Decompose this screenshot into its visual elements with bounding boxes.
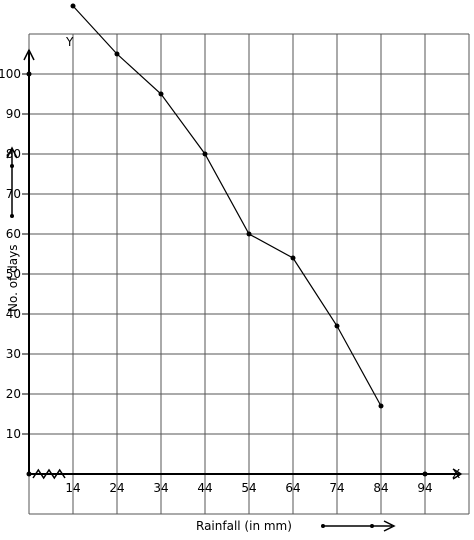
axes bbox=[23, 48, 463, 480]
y-tick-label: 40 bbox=[6, 307, 21, 321]
data-point bbox=[114, 51, 120, 57]
grid bbox=[28, 33, 470, 515]
y-axis-letter: Y bbox=[65, 35, 74, 49]
x-label-arrowhead bbox=[383, 520, 396, 532]
y-label-arrow-dot bbox=[10, 164, 14, 168]
data-point bbox=[290, 255, 296, 261]
y-tick-label: 20 bbox=[6, 387, 21, 401]
y-axis-label: No. of days bbox=[6, 245, 20, 312]
x-label-arrow-dot bbox=[321, 524, 325, 528]
y-axis-arrowhead bbox=[23, 48, 35, 61]
y-tick-label: 10 bbox=[6, 427, 21, 441]
origin-point bbox=[26, 471, 32, 477]
y-tick-label: 90 bbox=[6, 107, 21, 121]
x-tick-label: 54 bbox=[241, 481, 256, 495]
y-tick-label: 70 bbox=[6, 187, 21, 201]
x-tick-label: 34 bbox=[153, 481, 168, 495]
x-tick-label: 94 bbox=[417, 481, 432, 495]
series-line bbox=[72, 5, 382, 407]
y-label-arrowhead bbox=[6, 146, 18, 159]
x-tick-label: 64 bbox=[285, 481, 300, 495]
y-tick-label: 60 bbox=[6, 227, 21, 241]
data-point bbox=[378, 403, 384, 409]
axis-labels: X Y Rainfall (in mm) No. of days bbox=[6, 35, 460, 533]
x-tick-label: 84 bbox=[373, 481, 388, 495]
y-label-arrow-dot bbox=[10, 214, 14, 218]
scale-arrows bbox=[6, 146, 396, 532]
x-label-arrow-dot bbox=[370, 524, 374, 528]
y-tick-label: 30 bbox=[6, 347, 21, 361]
data-point bbox=[334, 323, 340, 329]
x-tick-label: 44 bbox=[197, 481, 212, 495]
data-point bbox=[70, 3, 76, 9]
x-axis-arrowhead bbox=[452, 468, 463, 480]
x-axis-label: Rainfall (in mm) bbox=[196, 519, 292, 533]
series bbox=[70, 3, 384, 409]
x-tick-label: 74 bbox=[329, 481, 344, 495]
x-axis-letter: X bbox=[452, 467, 460, 481]
data-point bbox=[158, 91, 164, 97]
y-tick-label: 100 bbox=[0, 67, 21, 81]
y-tick-label: 50 bbox=[6, 267, 21, 281]
x-tick-label: 14 bbox=[65, 481, 80, 495]
x-axis-point bbox=[422, 471, 428, 477]
axis-break bbox=[32, 468, 66, 480]
data-point bbox=[202, 151, 208, 157]
data-point bbox=[246, 231, 252, 237]
x-tick-label: 24 bbox=[109, 481, 124, 495]
